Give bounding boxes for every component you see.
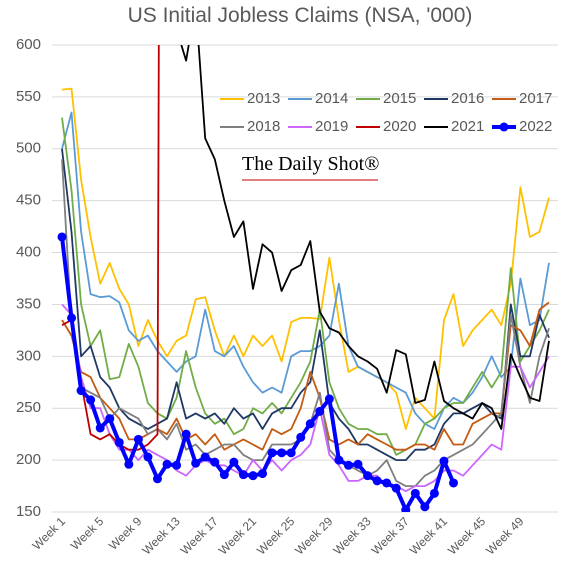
- series-marker: [152, 474, 162, 484]
- legend-label: 2021: [451, 118, 484, 135]
- series-marker: [219, 470, 229, 480]
- series-marker: [363, 471, 373, 481]
- series-marker: [439, 456, 449, 466]
- series-marker: [382, 478, 392, 488]
- series-marker: [67, 313, 77, 323]
- series-marker: [162, 459, 172, 469]
- x-tick-label: Week 21: [216, 514, 259, 557]
- series-marker: [343, 460, 353, 470]
- x-tick-label: Week 25: [254, 514, 297, 557]
- series-marker: [353, 459, 363, 469]
- y-tick-label: 300: [16, 347, 41, 364]
- legend-label: 2018: [247, 118, 280, 135]
- legend-label: 2014: [315, 90, 348, 107]
- series-marker: [181, 429, 191, 439]
- y-tick-label: 200: [16, 451, 41, 468]
- y-tick-label: 250: [16, 399, 41, 416]
- series-line: [61, 117, 550, 456]
- series-marker: [429, 488, 439, 498]
- x-tick-label: Week 17: [178, 514, 221, 557]
- x-tick-label: Week 49: [483, 514, 526, 557]
- series-marker: [57, 232, 67, 242]
- series-marker: [105, 414, 115, 424]
- series-marker: [124, 459, 134, 469]
- series-marker: [238, 470, 248, 480]
- series-marker: [191, 458, 201, 468]
- series-marker: [86, 395, 96, 405]
- series-marker: [258, 469, 268, 479]
- legend-label: 2022: [519, 118, 552, 135]
- y-tick-label: 550: [16, 88, 41, 105]
- series-marker: [372, 476, 382, 486]
- x-tick-label: Week 33: [330, 514, 373, 557]
- series-marker: [277, 448, 287, 458]
- series-marker: [449, 478, 459, 488]
- series-marker: [172, 460, 182, 470]
- series-marker: [286, 448, 296, 458]
- series-marker: [248, 471, 258, 481]
- x-tick-label: Week 13: [139, 514, 182, 557]
- series-marker: [133, 434, 143, 444]
- series-line: [180, 45, 550, 430]
- series-marker: [401, 505, 411, 512]
- x-tick-label: Week 45: [445, 514, 488, 557]
- series-marker: [420, 502, 430, 512]
- series-line: [61, 87, 550, 430]
- legend-label: 2020: [383, 118, 416, 135]
- y-tick-label: 400: [16, 244, 41, 261]
- legend-label: 2016: [451, 90, 484, 107]
- series-line: [61, 301, 550, 451]
- plot-area: [57, 45, 550, 512]
- x-tick-label: Week 5: [68, 514, 107, 553]
- watermark: The Daily Shot®: [242, 153, 379, 175]
- series-marker: [200, 452, 210, 462]
- y-tick-label: 450: [16, 192, 41, 209]
- series-marker: [305, 419, 315, 429]
- series-marker: [114, 437, 124, 447]
- chart-title: US Initial Jobless Claims (NSA, '000): [128, 4, 473, 27]
- legend-marker: [499, 122, 509, 132]
- x-tick-label: Week 29: [292, 514, 335, 557]
- legend-label: 2013: [247, 90, 280, 107]
- series-marker: [95, 423, 105, 433]
- series-marker: [334, 455, 344, 465]
- series-line: [61, 303, 550, 493]
- y-tick-label: 150: [16, 503, 41, 520]
- y-tick-label: 350: [16, 295, 41, 312]
- series-marker: [324, 394, 334, 404]
- y-tick-label: 600: [16, 36, 41, 53]
- series-marker: [76, 386, 86, 396]
- series-marker: [315, 406, 325, 416]
- series-marker: [229, 457, 239, 467]
- y-tick-label: 500: [16, 140, 41, 157]
- series-marker: [267, 448, 277, 458]
- legend: 2013 2014 2015 2016 2017 2018 2019 2020 2021 2022: [220, 90, 552, 135]
- series-marker: [391, 483, 401, 493]
- legend-label: 2019: [315, 118, 348, 135]
- series-marker: [210, 457, 220, 467]
- series-marker: [296, 432, 306, 442]
- x-tick-label: Week 41: [407, 514, 450, 557]
- x-tick-label: Week 37: [369, 514, 412, 557]
- series-line: [61, 111, 550, 430]
- series-marker: [410, 488, 420, 498]
- legend-label: 2017: [519, 90, 552, 107]
- series-marker: [143, 452, 153, 462]
- legend-label: 2015: [383, 90, 416, 107]
